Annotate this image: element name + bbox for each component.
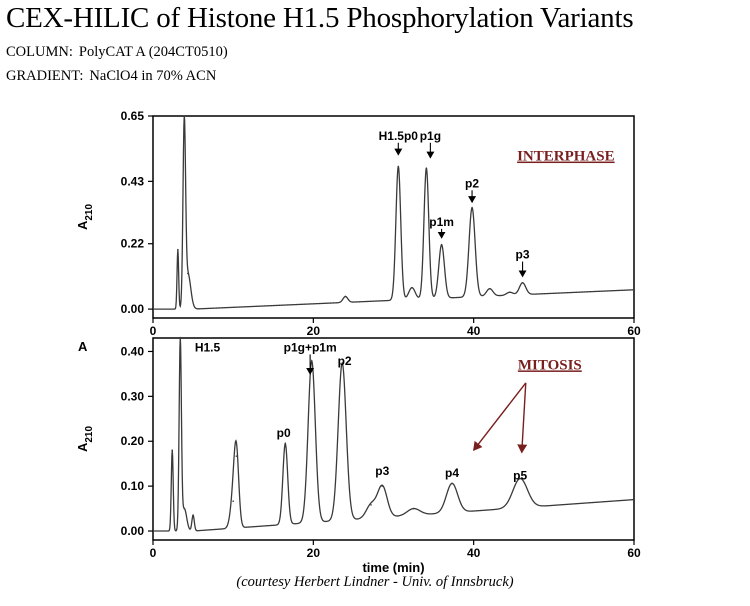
peak-point: [519, 477, 521, 480]
y-tick-label: 0.00: [121, 524, 145, 538]
x-tick-label: 0: [150, 324, 157, 338]
peak-label: p1g: [420, 129, 441, 143]
column-key: COLUMN:: [6, 44, 73, 60]
peak-point: [411, 286, 413, 289]
peak-point: [451, 482, 453, 485]
y-tick-label: 0.20: [121, 434, 145, 448]
peak-point: [177, 248, 179, 251]
peak-label: H1.5p0: [379, 129, 419, 143]
peak-point: [183, 130, 186, 132]
plot-frame: [152, 115, 635, 319]
peak-point: [187, 272, 189, 275]
peak-label: p2: [465, 176, 479, 190]
x-tick-label: 60: [627, 546, 641, 560]
y-axis-label: A210: [75, 204, 95, 231]
peak-point: [521, 281, 524, 284]
peak-label: p5: [513, 468, 527, 482]
plot-frame: [152, 337, 635, 541]
peak-point: [284, 442, 287, 445]
gradient-info: GRADIENT: NaClO4 in 70% ACN: [6, 68, 216, 85]
peak-label: p1g+p1m: [284, 340, 337, 354]
y-tick-label: 0.43: [121, 174, 145, 188]
peak-point: [425, 167, 428, 169]
column-info: COLUMN: PolyCAT A (204CT0510): [6, 44, 228, 61]
x-tick-label: 40: [467, 546, 481, 560]
x-tick-label: 40: [467, 324, 481, 338]
annotation-arrow: [517, 382, 528, 454]
interphase-panel: 0 20 40 60 0.65 0.43 0.22 0.00 A210 H1.5p0 p1g p1m p…: [75, 109, 641, 338]
gradient-value: NaClO4 in 70% ACN: [89, 68, 217, 84]
peak-point: [232, 500, 234, 503]
phase-annotation: INTERPHASE: [517, 149, 615, 165]
corner-label: A: [78, 339, 88, 354]
peak-point: [471, 206, 473, 209]
peak-point: [397, 165, 400, 168]
x-tick-label: 20: [307, 324, 321, 338]
y-axis-label-sub: 210: [84, 204, 95, 221]
column-value: PolyCAT A (204CT0510): [78, 44, 228, 60]
y-axis-label-main: A: [75, 442, 90, 452]
y-tick-label: 0.65: [121, 109, 145, 123]
peak-point: [412, 507, 415, 510]
x-tick-label: 0: [150, 546, 157, 560]
y-axis-label: A210: [75, 426, 95, 453]
y-tick-label: 0.30: [121, 389, 145, 403]
y-tick-label: 0.40: [121, 344, 145, 358]
peak-label: p4: [445, 466, 459, 480]
peak-point: [370, 504, 372, 506]
peak-point: [192, 514, 194, 517]
y-axis-label-sub: 210: [84, 426, 95, 443]
chromatogram-trace: [153, 115, 635, 310]
x-tick-label: 20: [307, 546, 321, 560]
peak-point: [179, 341, 182, 344]
x-axis-label: time (min): [362, 560, 424, 575]
phase-annotation: MITOSIS: [518, 357, 582, 373]
y-tick-label: 0.00: [121, 302, 145, 316]
chart-title: CEX-HILIC of Histone H1.5 Phosphorylatio…: [6, 2, 634, 34]
y-tick-label: 0.22: [121, 237, 145, 251]
peak-point: [341, 362, 343, 365]
annotation-arrow: [473, 382, 527, 452]
y-axis-label-main: A: [75, 220, 90, 230]
peak-label: p1m: [429, 215, 454, 229]
peak-point: [488, 287, 491, 290]
credit-footer: (courtesy Herbert Lindner - Univ. of Inn…: [236, 574, 514, 590]
peak-point: [508, 291, 511, 294]
peak-point: [381, 485, 384, 487]
peak-point: [440, 243, 443, 246]
peak-point: [183, 507, 186, 510]
x-tick-label: 60: [627, 324, 641, 338]
peak-label: p2: [338, 354, 352, 368]
peak-label: H1.5: [195, 340, 221, 354]
chromatogram-trace: [153, 336, 635, 532]
gradient-key: GRADIENT:: [6, 68, 84, 84]
peak-label: p0: [277, 426, 291, 440]
peak-point: [235, 455, 238, 457]
y-tick-label: 0.10: [121, 479, 145, 493]
peak-label: p3: [375, 464, 389, 478]
peak-point: [171, 449, 174, 452]
peak-label: p3: [516, 248, 530, 262]
peak-point: [310, 360, 313, 362]
peak-point: [344, 295, 347, 298]
